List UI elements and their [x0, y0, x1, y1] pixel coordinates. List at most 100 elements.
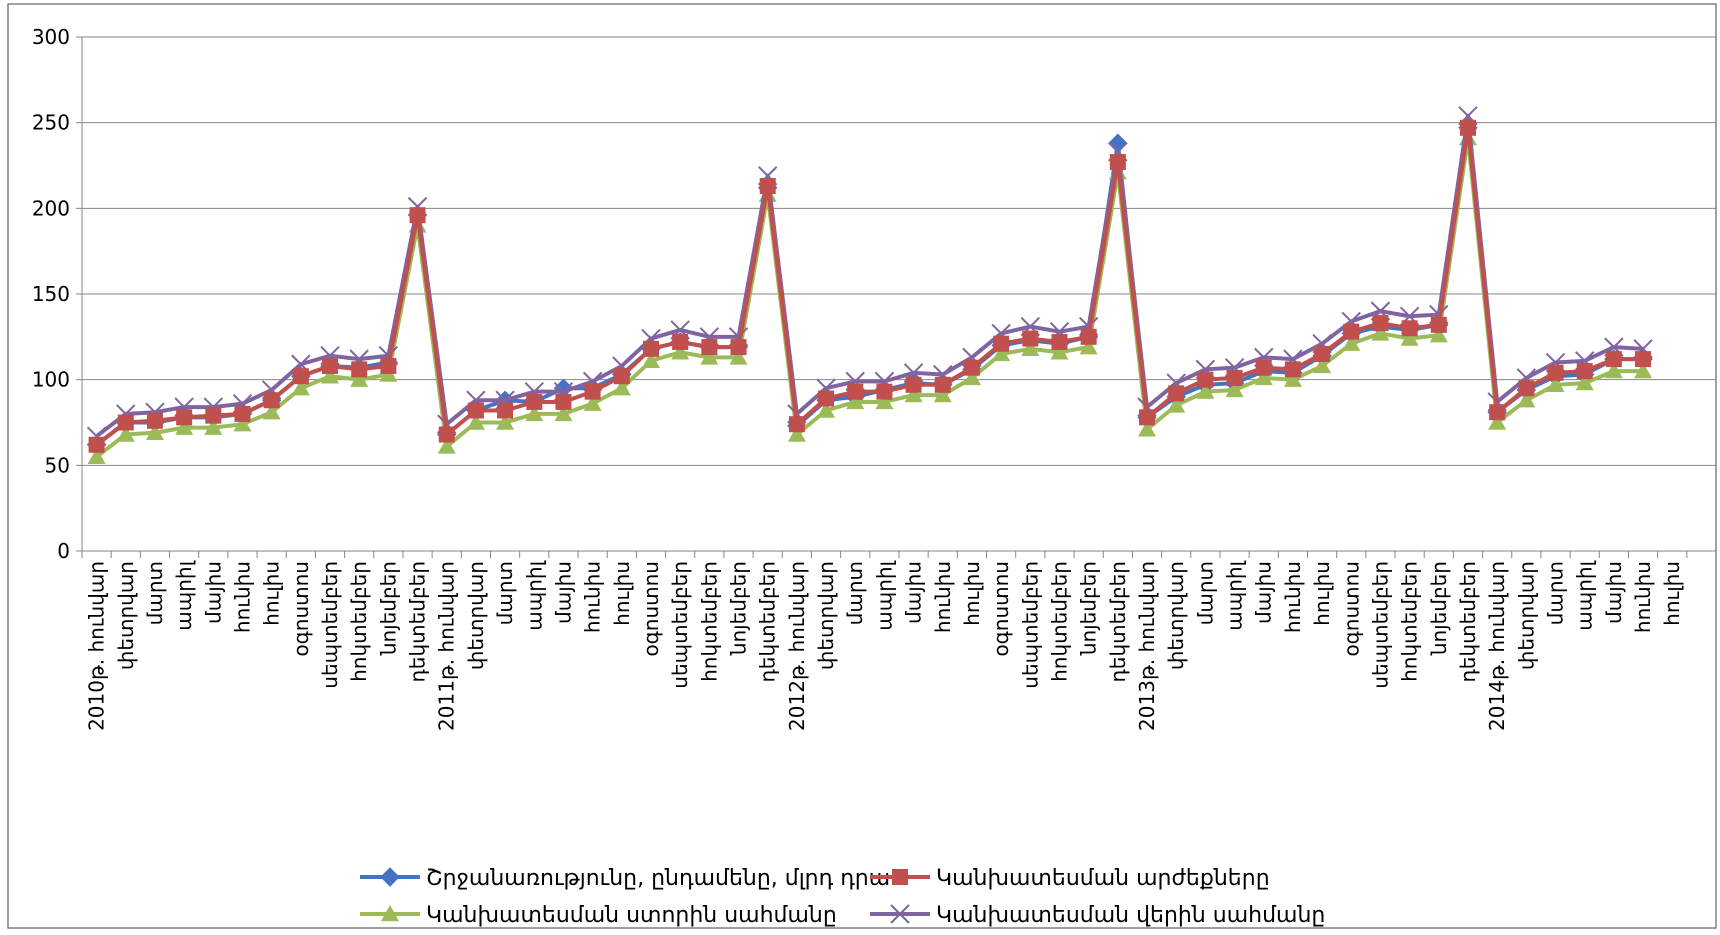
- series-3-point: [145, 423, 164, 440]
- series-3-point: [554, 404, 573, 422]
- series-3-point: [1546, 375, 1565, 393]
- legend-entry-2: Կանխատեսման արժեքները: [870, 866, 1270, 891]
- series-3-point: [496, 413, 515, 430]
- series-2-point: [730, 339, 747, 356]
- series-2-point: [788, 416, 805, 433]
- x-tick-label: սեպտեմբեր: [1368, 561, 1392, 689]
- series-2-point: [176, 409, 193, 426]
- series-3-point: [904, 386, 923, 403]
- x-tick-label: դեկտեմբեր: [756, 561, 780, 682]
- series-2-point: [1430, 316, 1447, 333]
- series-2-point: [818, 390, 835, 407]
- x-tick-label: ապրիլ: [522, 559, 546, 630]
- series-3-point: [583, 394, 602, 411]
- series-2-point: [1547, 364, 1564, 381]
- x-tick-label: հունիս: [230, 561, 254, 633]
- x-tick-label: օգոստոս: [639, 561, 663, 657]
- x-tick-label: օգոստոս: [989, 561, 1013, 657]
- x-tick-label: ապրիլ: [172, 559, 196, 630]
- x-tick-label: 2013թ. հունվար: [1135, 561, 1159, 731]
- series-2-point: [847, 383, 864, 400]
- x-tick-label: մայիս: [1252, 561, 1276, 624]
- series-4-line: [95, 113, 1644, 438]
- series-2-point: [934, 376, 951, 393]
- x-tick-label: մարտ: [143, 561, 167, 625]
- series-2-point: [905, 376, 922, 393]
- series-3-point: [992, 344, 1011, 362]
- series-2-point: [88, 436, 105, 453]
- legend-label: Կանխատեսման արժեքները: [936, 866, 1270, 891]
- series-3-point: [1021, 339, 1040, 357]
- y-tick-label: 300: [32, 25, 70, 49]
- series-2-point: [1051, 333, 1068, 350]
- series-3-point: [641, 351, 660, 369]
- series-2-point: [1635, 351, 1652, 368]
- series-2-point: [1576, 363, 1593, 380]
- series-2-point: [526, 393, 543, 410]
- x-tick-label: նոյեմբեր: [1427, 561, 1451, 656]
- series-3-point: [1138, 420, 1157, 437]
- legend-entry-4: Կանխատեսման վերին սահմանը: [870, 903, 1325, 928]
- series-3-point: [1050, 343, 1069, 360]
- series-3-point: [671, 343, 690, 360]
- legend-label: Շրջանառությունը, ընդամենը, մլրդ դրա: [426, 866, 890, 891]
- x-tick-label: հուլիս: [260, 561, 284, 626]
- x-tick-label: մայիս: [902, 561, 926, 624]
- series-3-point: [1575, 374, 1594, 391]
- series-3-point: [1167, 396, 1186, 413]
- series-2-point: [117, 414, 134, 431]
- series-2-point: [1343, 323, 1360, 340]
- series-3-point: [700, 348, 719, 365]
- series-2-point: [1255, 359, 1272, 376]
- x-tick-label: դեկտեմբեր: [406, 561, 430, 682]
- x-tick-label: մայիս: [1602, 561, 1626, 624]
- series-3-point: [204, 418, 223, 435]
- series-2-point: [380, 357, 397, 374]
- series-2-point: [1314, 345, 1331, 362]
- x-tick-label: ապրիլ: [872, 559, 896, 630]
- series-2-point: [701, 339, 718, 356]
- chart-frame: [7, 3, 1717, 929]
- series-3-point: [729, 348, 748, 365]
- series-2-point: [642, 340, 659, 357]
- series-2-point: [1284, 361, 1301, 378]
- series-3-point: [612, 379, 631, 396]
- series-2-point: [1605, 351, 1622, 368]
- series-3-point: [525, 404, 544, 422]
- series-2-point: [467, 402, 484, 419]
- series-3-point: [933, 386, 952, 403]
- x-tick-label: սեպտեմբեր: [1018, 561, 1042, 689]
- series-2-point: [234, 405, 251, 422]
- series-2-point: [322, 357, 339, 374]
- x-tick-label: օգոստոս: [289, 561, 313, 657]
- series-3-point: [1517, 391, 1536, 408]
- series-3-point: [875, 392, 894, 410]
- legend-entry-3: Կանխատեսման ստորին սահմանը: [360, 903, 837, 928]
- legend-swatch-marker: [892, 869, 908, 885]
- series-3-point: [1371, 324, 1390, 341]
- series-3-point: [1488, 413, 1507, 430]
- series-2-point: [409, 207, 426, 224]
- x-tick-label: հունիս: [1631, 561, 1655, 633]
- x-tick-label: օգոստոս: [1339, 561, 1363, 657]
- legend: Շրջանառությունը, ընդամենը, մլրդ դրա Կանխա…: [360, 866, 1325, 928]
- x-tick-label: մարտ: [1544, 561, 1568, 625]
- series-3-point: [787, 425, 806, 442]
- legend-swatch-marker-stroke: [890, 904, 910, 924]
- x-tick-label: հոկտեմբեր: [347, 561, 371, 682]
- series-3-point: [817, 401, 836, 418]
- x-tick-label: հոկտեմբեր: [1047, 561, 1071, 682]
- series-2-point: [1080, 328, 1097, 345]
- x-tick-label: հուլիս: [1660, 561, 1684, 626]
- series-3-point: [1634, 362, 1653, 379]
- legend-label: Կանխատեսման վերին սահմանը: [936, 903, 1325, 928]
- series-3-point: [116, 425, 135, 442]
- series-2-point: [993, 335, 1010, 352]
- series-3-point: [1254, 368, 1273, 386]
- series-2-point: [1139, 409, 1156, 426]
- series-2-point: [351, 361, 368, 378]
- series-3-point: [466, 413, 485, 430]
